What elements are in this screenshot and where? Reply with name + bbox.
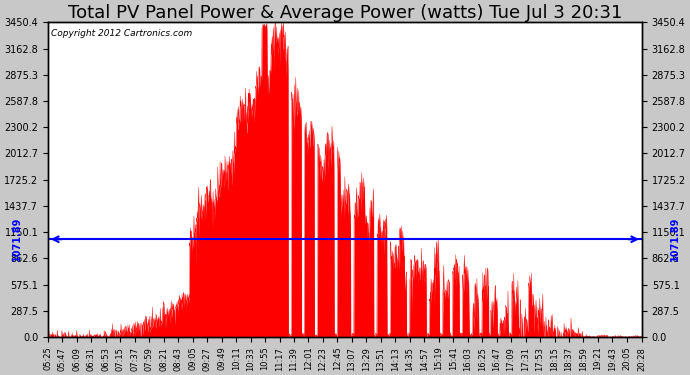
Text: 1071.89: 1071.89 <box>12 217 22 261</box>
Title: Total PV Panel Power & Average Power (watts) Tue Jul 3 20:31: Total PV Panel Power & Average Power (wa… <box>68 4 622 22</box>
Text: 1071.89: 1071.89 <box>670 217 680 261</box>
Text: Copyright 2012 Cartronics.com: Copyright 2012 Cartronics.com <box>51 28 193 38</box>
